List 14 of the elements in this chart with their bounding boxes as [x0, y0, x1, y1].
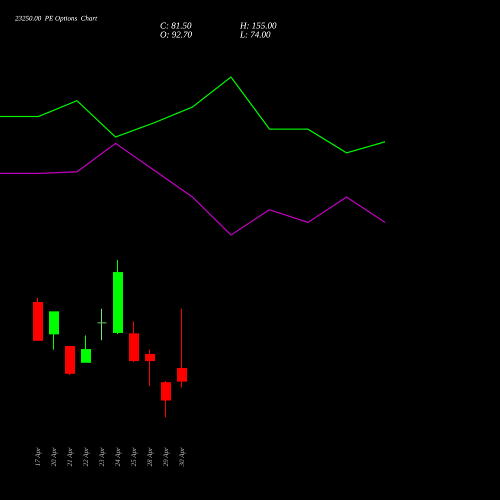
text: C: 81.50 — [160, 20, 192, 30]
candlestick — [177, 308, 187, 388]
candlestick — [33, 297, 43, 341]
text: O: 92.70 — [160, 30, 192, 40]
candlestick — [145, 349, 155, 386]
candlestick — [129, 320, 139, 363]
candlestick — [161, 380, 171, 418]
candlestick — [97, 308, 107, 341]
candlestick — [81, 335, 91, 363]
candlestick — [65, 346, 75, 376]
candlestick — [49, 311, 59, 350]
candlestick — [113, 260, 123, 334]
text: L: 74.00 — [239, 30, 271, 40]
text: H: 155.00 — [239, 20, 277, 30]
